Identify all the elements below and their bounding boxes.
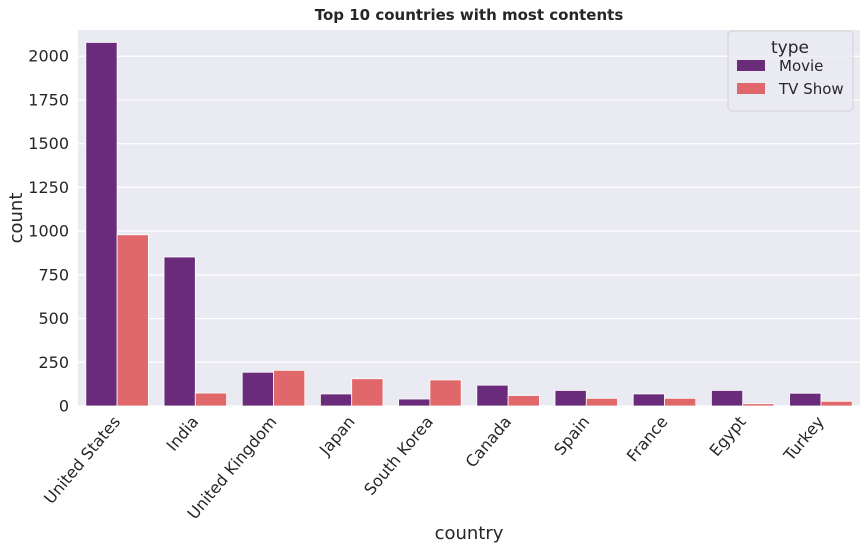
- x-tick-label: Japan: [315, 412, 359, 459]
- x-tick-label: South Korea: [360, 412, 437, 498]
- y-axis-ticks: 0 250 500 750 1000 1250 1500 1750 2000: [28, 47, 69, 416]
- x-axis-label: country: [435, 523, 504, 544]
- y-tick-label: 500: [38, 309, 69, 328]
- bar-movie: [163, 256, 196, 407]
- legend: type Movie TV Show: [727, 30, 854, 112]
- legend-swatch: [737, 60, 765, 71]
- x-tick-label: France: [623, 412, 672, 465]
- x-tick-label: Canada: [461, 412, 515, 471]
- legend-label: TV Show: [778, 80, 844, 98]
- bar-tv-show: [820, 400, 853, 407]
- y-tick-label: 0: [59, 397, 69, 416]
- bar-tv-show: [429, 379, 462, 407]
- y-tick-label: 1250: [28, 178, 69, 197]
- legend-swatch: [737, 83, 765, 94]
- bar-movie: [85, 42, 118, 407]
- bar-tv-show: [273, 369, 306, 407]
- bar-movie: [241, 371, 274, 407]
- y-axis-label: count: [6, 193, 27, 244]
- chart-title: Top 10 countries with most contents: [315, 6, 624, 24]
- bar-tv-show: [664, 397, 697, 407]
- y-tick-label: 1000: [28, 222, 69, 241]
- bar-tv-show: [116, 234, 149, 407]
- y-tick-label: 1500: [28, 134, 69, 153]
- x-tick-label: United States: [40, 412, 124, 507]
- x-tick-label: Spain: [550, 412, 593, 458]
- legend-label: Movie: [779, 57, 823, 75]
- y-tick-label: 250: [38, 353, 69, 372]
- bar-movie: [632, 393, 665, 407]
- bar-movie: [789, 392, 822, 407]
- bar-movie: [398, 398, 431, 407]
- y-tick-label: 1750: [28, 90, 69, 109]
- x-tick-label: Egypt: [706, 412, 750, 460]
- bar-movie: [476, 384, 509, 407]
- y-tick-label: 750: [38, 265, 69, 284]
- bar-movie: [320, 393, 353, 407]
- bar-tv-show: [507, 395, 540, 407]
- bar-movie: [554, 390, 587, 407]
- legend-title: type: [771, 38, 809, 58]
- bars: [85, 42, 853, 407]
- bar-movie: [711, 390, 744, 407]
- bar-tv-show: [194, 392, 227, 407]
- x-tick-label: India: [163, 412, 203, 454]
- bar-tv-show: [742, 403, 775, 407]
- x-tick-label: Turkey: [779, 412, 828, 465]
- bar-tv-show: [585, 397, 618, 407]
- bar-tv-show: [351, 378, 384, 407]
- y-tick-label: 2000: [28, 47, 69, 66]
